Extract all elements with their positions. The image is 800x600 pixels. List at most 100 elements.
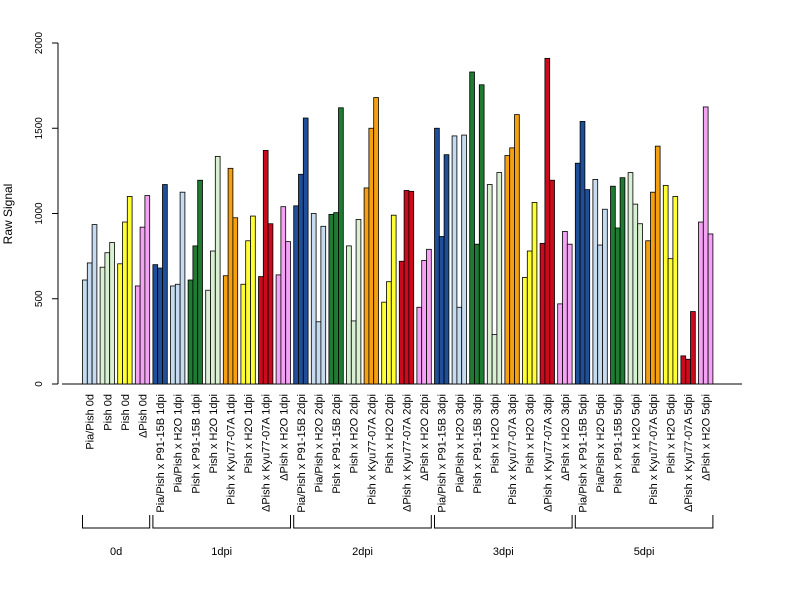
bar: [672, 196, 679, 385]
bar: [602, 208, 608, 385]
bar: [702, 106, 709, 385]
y-axis-label: Raw Signal: [1, 184, 15, 245]
bar: [250, 215, 256, 385]
x-tick-label: Pish x P91-15B 5dpi: [613, 394, 625, 494]
bar: [310, 213, 317, 385]
x-tick-label: ΔPish x Kyu77-07A 1dpi: [261, 394, 273, 512]
bar: [126, 196, 133, 385]
x-tick-label: Pish x P91-15B 2dpi: [331, 394, 343, 494]
bar: [654, 145, 661, 385]
bar: [390, 214, 397, 385]
y-tick-label: 1500: [34, 117, 45, 140]
bar: [192, 245, 199, 385]
bar: [262, 150, 269, 385]
group-label: 3dpi: [493, 546, 514, 558]
bar: [328, 213, 335, 385]
bar: [690, 311, 696, 385]
bar: [408, 190, 415, 385]
bar: [478, 84, 485, 385]
bar: [469, 71, 475, 385]
bar: [707, 233, 714, 385]
bar: [117, 263, 123, 385]
x-tick-label: Pish x Kyu77-07A 1dpi: [226, 394, 238, 505]
bar: [355, 219, 362, 385]
bar: [438, 236, 445, 385]
bars: [82, 57, 714, 385]
bar: [315, 321, 322, 385]
bar: [179, 191, 186, 385]
bar: [637, 223, 643, 385]
x-tick-labels: Pia/Pish 0d Pish 0d Pish 0d ΔPish 0d Pia/Pis…: [85, 394, 713, 513]
x-tick-label: Pia/Pish x P91-15B 5dpi: [578, 394, 590, 513]
group-bracket: [82, 515, 151, 529]
bar: [275, 274, 282, 385]
x-tick-label: ΔPish x Kyu77-07A 5dpi: [683, 394, 695, 512]
x-tick-label: ΔPish x H2O 3dpi: [560, 394, 572, 481]
bar: [298, 173, 304, 385]
bar: [526, 250, 533, 385]
x-tick-label: Pish x P91-15B 3dpi: [472, 394, 484, 494]
bar: [531, 202, 538, 385]
bar: [267, 223, 274, 385]
bar: [579, 121, 586, 385]
group-bracket: [434, 515, 573, 529]
bar: [645, 240, 651, 385]
x-tick-label: Pia/Pish x H2O 2dpi: [314, 394, 326, 492]
x-tick-label: ΔPish x H2O 2dpi: [419, 394, 431, 481]
bar: [232, 217, 239, 385]
x-tick-label: Pia/Pish x P91-15B 3dpi: [437, 394, 449, 513]
bar: [210, 250, 216, 385]
bar: [381, 301, 387, 385]
bar: [350, 320, 357, 385]
x-tick-label: ΔPish x Kyu77-07A 3dpi: [542, 394, 554, 512]
group-label: 2dpi: [352, 546, 373, 558]
x-tick-label: Pish x P91-15B 1dpi: [190, 394, 202, 494]
x-tick-label: Pish 0d: [120, 394, 132, 431]
bar: [197, 179, 203, 385]
y-tick-label: 500: [34, 290, 45, 307]
bar: [346, 245, 352, 385]
x-tick-label: Pia/Pish x H2O 1dpi: [173, 394, 185, 492]
bar: [597, 244, 603, 385]
group-bracket: [293, 515, 432, 529]
x-tick-label: ΔPish x H2O 1dpi: [278, 394, 290, 481]
bar: [632, 203, 639, 385]
bar: [333, 212, 339, 385]
bar: [187, 279, 194, 385]
x-tick-label: Pish x H2O 5dpi: [666, 394, 678, 473]
bar: [91, 224, 98, 385]
bar: [258, 276, 264, 385]
bar: [514, 114, 520, 385]
bar: [368, 127, 375, 385]
bar: [456, 306, 463, 385]
bar: [285, 241, 291, 385]
x-tick-label: Pia/Pish x H2O 5dpi: [595, 394, 607, 492]
x-tick-label: Pish x H2O 2dpi: [349, 394, 361, 473]
bar: [170, 285, 176, 385]
bar: [245, 240, 251, 385]
bar: [680, 355, 687, 385]
bar: [104, 252, 111, 385]
bar: [650, 191, 656, 385]
x-tick-label: Pish x H2O 1dpi: [243, 394, 255, 473]
bar: [227, 167, 234, 385]
x-tick-label: Pish x H2O 5dpi: [630, 394, 642, 473]
bar: [451, 135, 458, 385]
bar: [214, 155, 221, 385]
group-label: 0d: [110, 546, 122, 558]
x-tick-label: ΔPish x Kyu77-07A 2dpi: [402, 394, 414, 512]
bar: [522, 277, 528, 385]
bar: [584, 189, 591, 385]
bar: [496, 172, 503, 385]
x-tick-label: Pia/Pish x H2O 3dpi: [454, 394, 466, 492]
y-tick-label: 0: [34, 381, 45, 387]
bar: [685, 358, 691, 385]
x-tick-label: Pish x Kyu77-07A 2dpi: [366, 394, 378, 505]
bar: [491, 334, 498, 385]
bar: [152, 264, 159, 385]
bar: [222, 275, 229, 385]
bar: [434, 127, 440, 385]
bar: [162, 184, 168, 385]
bar: [205, 289, 211, 385]
bar: [544, 57, 551, 385]
